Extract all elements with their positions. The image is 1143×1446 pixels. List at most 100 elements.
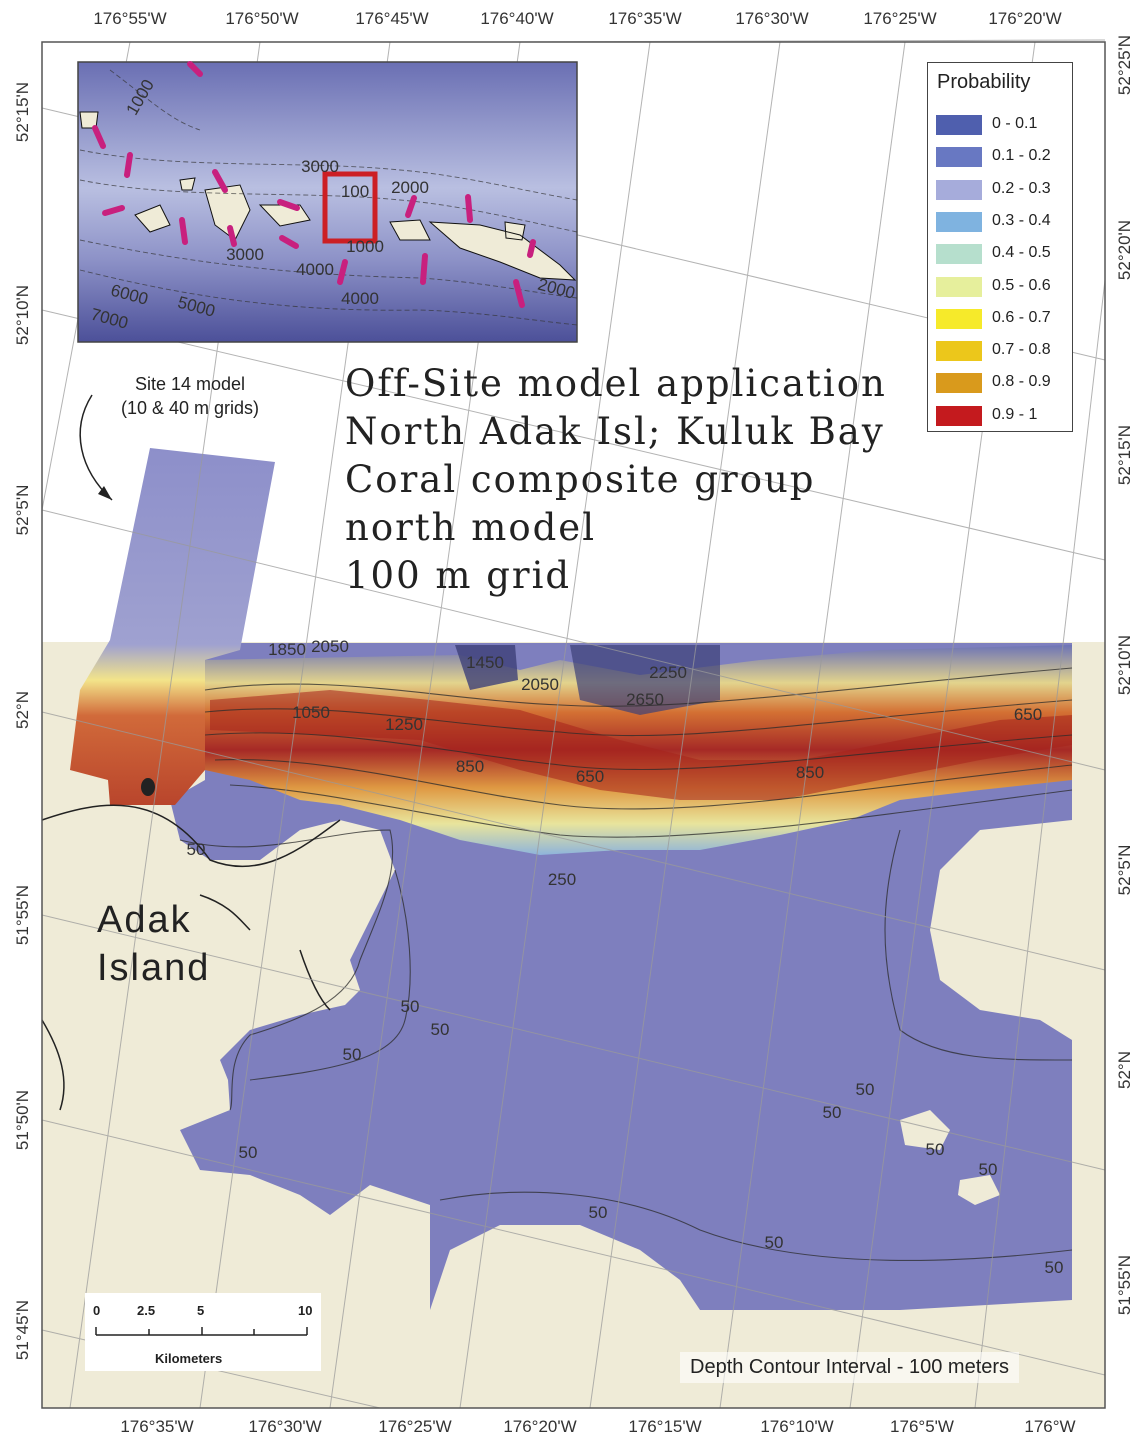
deep-basin-patch-2	[570, 645, 720, 715]
contour-label: 50	[239, 1143, 258, 1162]
right-latitude-labels: 52°25'N 52°20'N 52°15'N 52°10'N 52°5'N 52°N 51…	[1115, 35, 1134, 1315]
scale-bar-line	[95, 1327, 308, 1336]
contour-label: 250	[548, 870, 576, 889]
longitude-label: 176°50'W	[225, 9, 298, 28]
latitude-label: 52°10'N	[13, 285, 32, 345]
contour-label: 50	[823, 1103, 842, 1122]
title-line: North Adak Isl; Kuluk Bay	[345, 410, 885, 453]
coastlines	[41, 804, 341, 1111]
contour-label: 50	[765, 1233, 784, 1252]
longitude-label: 176°15'W	[628, 1417, 701, 1436]
longitude-label: 176°45'W	[355, 9, 428, 28]
contour-label: 50	[187, 840, 206, 859]
legend-swatch	[936, 405, 982, 426]
site14-model-strip	[70, 448, 275, 805]
contour-label: 50	[1045, 1258, 1064, 1277]
deep-basin-patch	[455, 645, 518, 690]
map-frame	[41, 41, 1106, 1409]
longitude-label: 176°25'W	[863, 9, 936, 28]
legend-label: 0.9 - 1	[992, 405, 1038, 423]
legend-label: 0.7 - 0.8	[992, 341, 1051, 359]
contour-label: 50	[979, 1160, 998, 1179]
legend-item: 0 - 0.1	[936, 113, 1066, 137]
top-longitude-labels: 176°55'W 176°50'W 176°45'W 176°40'W 176°35'W…	[93, 9, 1061, 28]
contour-label: 850	[796, 763, 824, 782]
longitude-label: 176°W	[1024, 1417, 1075, 1436]
inset-depth-label: 4000	[296, 260, 334, 279]
site14-note-line: Site 14 model	[134, 374, 246, 394]
contour-label: 50	[926, 1140, 945, 1159]
legend-item: 0.9 - 1	[936, 404, 1066, 428]
latitude-label: 52°5'N	[13, 485, 32, 536]
contour-label: 2050	[521, 675, 559, 694]
scale-bar: 0 2.5 5 10 Kilometers	[85, 1293, 321, 1371]
scale-tick-label: 10	[298, 1303, 313, 1318]
site14-dark-spot	[141, 778, 155, 796]
island-label: Adak Island	[97, 896, 210, 992]
map-title: Off-Site model application North Adak Is…	[345, 360, 887, 600]
kuluk-bay-land	[430, 1225, 700, 1310]
latitude-label: 52°15'N	[13, 82, 32, 142]
title-line: Off-Site model application	[345, 362, 887, 405]
latitude-label: 51°55'N	[1115, 1255, 1134, 1315]
legend-label: 0.6 - 0.7	[992, 308, 1051, 326]
latitude-label: 52°N	[1115, 1051, 1134, 1089]
probability-legend: Probability 0 - 0.1 0.1 - 0.2 0.2 - 0.3 0.3…	[927, 62, 1073, 432]
latitude-label: 52°20'N	[1115, 220, 1134, 280]
contour-label: 1450	[466, 653, 504, 672]
legend-swatch	[936, 147, 982, 168]
legend-label: 0.1 - 0.2	[992, 147, 1051, 165]
legend-item: 0.6 - 0.7	[936, 307, 1066, 331]
contour-label: 650	[1014, 705, 1042, 724]
legend-swatch	[936, 211, 982, 232]
longitude-label: 176°30'W	[248, 1417, 321, 1436]
legend-label: 0.4 - 0.5	[992, 244, 1051, 262]
title-line: Coral composite group	[345, 458, 816, 501]
longitude-label: 176°35'W	[608, 9, 681, 28]
longitude-label: 176°40'W	[480, 9, 553, 28]
site14-note-line: (10 & 40 m grids)	[120, 398, 260, 418]
inset-study-area-box	[322, 171, 378, 244]
legend-item: 0.8 - 0.9	[936, 371, 1066, 395]
inset-islands	[134, 177, 577, 281]
contour-label: 50	[431, 1020, 450, 1039]
inner-lagoon	[310, 940, 345, 1000]
legend-item: 0.3 - 0.4	[936, 210, 1066, 234]
legend-label: 0.8 - 0.9	[992, 373, 1051, 391]
inset-depth-label: 1000	[346, 237, 384, 256]
depth-contours	[179, 667, 1073, 1261]
longitude-label: 176°20'W	[503, 1417, 576, 1436]
bottom-longitude-labels: 176°35'W 176°30'W 176°25'W 176°20'W 176°15'W…	[120, 1417, 1075, 1436]
inset-depth-label: 4000	[341, 289, 379, 308]
legend-item: 0.4 - 0.5	[936, 242, 1066, 266]
latitude-label: 51°50'N	[13, 1090, 32, 1150]
contour-label: 1050	[292, 703, 330, 722]
legend-item: 0.1 - 0.2	[936, 145, 1066, 169]
longitude-label: 176°35'W	[120, 1417, 193, 1436]
east-islet-2	[958, 1175, 1000, 1205]
title-line: north model	[345, 506, 597, 549]
inset-map	[77, 61, 578, 343]
se-land	[1072, 1170, 1095, 1260]
legend-swatch	[936, 308, 982, 329]
legend-item: 0.7 - 0.8	[936, 339, 1066, 363]
legend-swatch	[936, 244, 982, 265]
left-latitude-labels: 52°15'N 52°10'N 52°5'N 52°N 51°55'N 51°50'N 51…	[13, 82, 32, 1360]
inset-depth-label: 3000	[301, 157, 339, 176]
contour-label: 1250	[385, 715, 423, 734]
scale-tick-label: 2.5	[137, 1303, 156, 1318]
island-label-line: Adak	[97, 899, 192, 941]
longitude-label: 176°25'W	[378, 1417, 451, 1436]
legend-item: 0.2 - 0.3	[936, 178, 1066, 202]
latitude-label: 52°25'N	[1115, 35, 1134, 95]
inset-depth-label: 2000	[391, 178, 429, 197]
contour-label: 2050	[311, 637, 349, 656]
contour-label: 1850	[268, 640, 306, 659]
legend-swatch	[936, 115, 982, 135]
longitude-label: 176°5'W	[890, 1417, 954, 1436]
legend-label: 0.2 - 0.3	[992, 179, 1051, 197]
legend-swatch	[936, 276, 982, 297]
contour-label: 650	[576, 767, 604, 786]
legend-title: Probability	[937, 71, 1031, 93]
contour-depth-labels: 50 50 50 50 50 50 50 50 50 50 50 50 250 1050 1250 850 65…	[187, 637, 1064, 1277]
